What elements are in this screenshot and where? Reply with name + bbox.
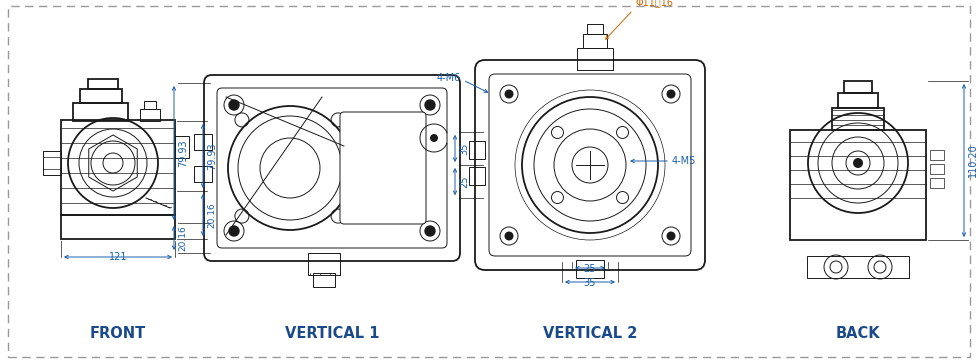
Bar xyxy=(313,273,335,287)
Bar xyxy=(469,141,485,159)
Bar xyxy=(469,167,485,185)
Bar xyxy=(61,215,175,239)
Text: 35: 35 xyxy=(458,142,469,155)
Circle shape xyxy=(852,158,862,168)
Bar xyxy=(806,256,908,278)
Text: 35: 35 xyxy=(583,278,596,288)
Bar xyxy=(193,166,212,182)
Bar xyxy=(929,150,943,160)
Circle shape xyxy=(425,226,435,236)
Text: 25: 25 xyxy=(583,264,596,274)
Text: 20.16: 20.16 xyxy=(207,202,216,228)
Text: 20.16: 20.16 xyxy=(178,225,187,251)
Text: 79.93: 79.93 xyxy=(178,139,188,167)
Circle shape xyxy=(504,232,513,241)
Bar xyxy=(140,109,160,121)
Bar xyxy=(73,103,128,121)
Text: 4-M5: 4-M5 xyxy=(671,156,696,166)
Bar xyxy=(929,178,943,188)
Bar xyxy=(789,130,925,240)
Text: VERTICAL 2: VERTICAL 2 xyxy=(542,326,637,340)
FancyBboxPatch shape xyxy=(340,112,426,224)
Bar xyxy=(308,253,340,275)
Circle shape xyxy=(504,90,513,98)
Bar xyxy=(929,164,943,174)
Text: 25: 25 xyxy=(458,175,469,188)
Circle shape xyxy=(665,232,675,241)
Bar xyxy=(61,120,175,215)
Text: 121: 121 xyxy=(108,252,127,262)
Bar xyxy=(175,136,189,158)
Bar xyxy=(575,260,604,278)
Bar xyxy=(843,81,871,93)
Text: 4-M6: 4-M6 xyxy=(437,73,460,83)
Bar xyxy=(43,151,61,175)
Bar xyxy=(586,24,603,34)
Bar xyxy=(193,134,212,150)
Text: Φ11淵16: Φ11淵16 xyxy=(634,0,672,7)
Bar xyxy=(837,93,877,108)
Circle shape xyxy=(665,90,675,98)
Bar xyxy=(80,89,122,103)
Circle shape xyxy=(425,100,435,110)
Text: FRONT: FRONT xyxy=(90,326,146,340)
Text: VERTICAL 1: VERTICAL 1 xyxy=(284,326,379,340)
Bar xyxy=(582,34,607,48)
Circle shape xyxy=(229,226,238,236)
Bar xyxy=(576,48,613,70)
Circle shape xyxy=(229,100,238,110)
Text: BACK: BACK xyxy=(834,326,879,340)
Bar xyxy=(144,101,156,109)
Text: 79.93: 79.93 xyxy=(207,142,217,170)
Bar xyxy=(831,108,883,130)
Bar xyxy=(88,79,118,89)
Text: 110.20: 110.20 xyxy=(967,144,977,178)
Circle shape xyxy=(430,134,438,142)
